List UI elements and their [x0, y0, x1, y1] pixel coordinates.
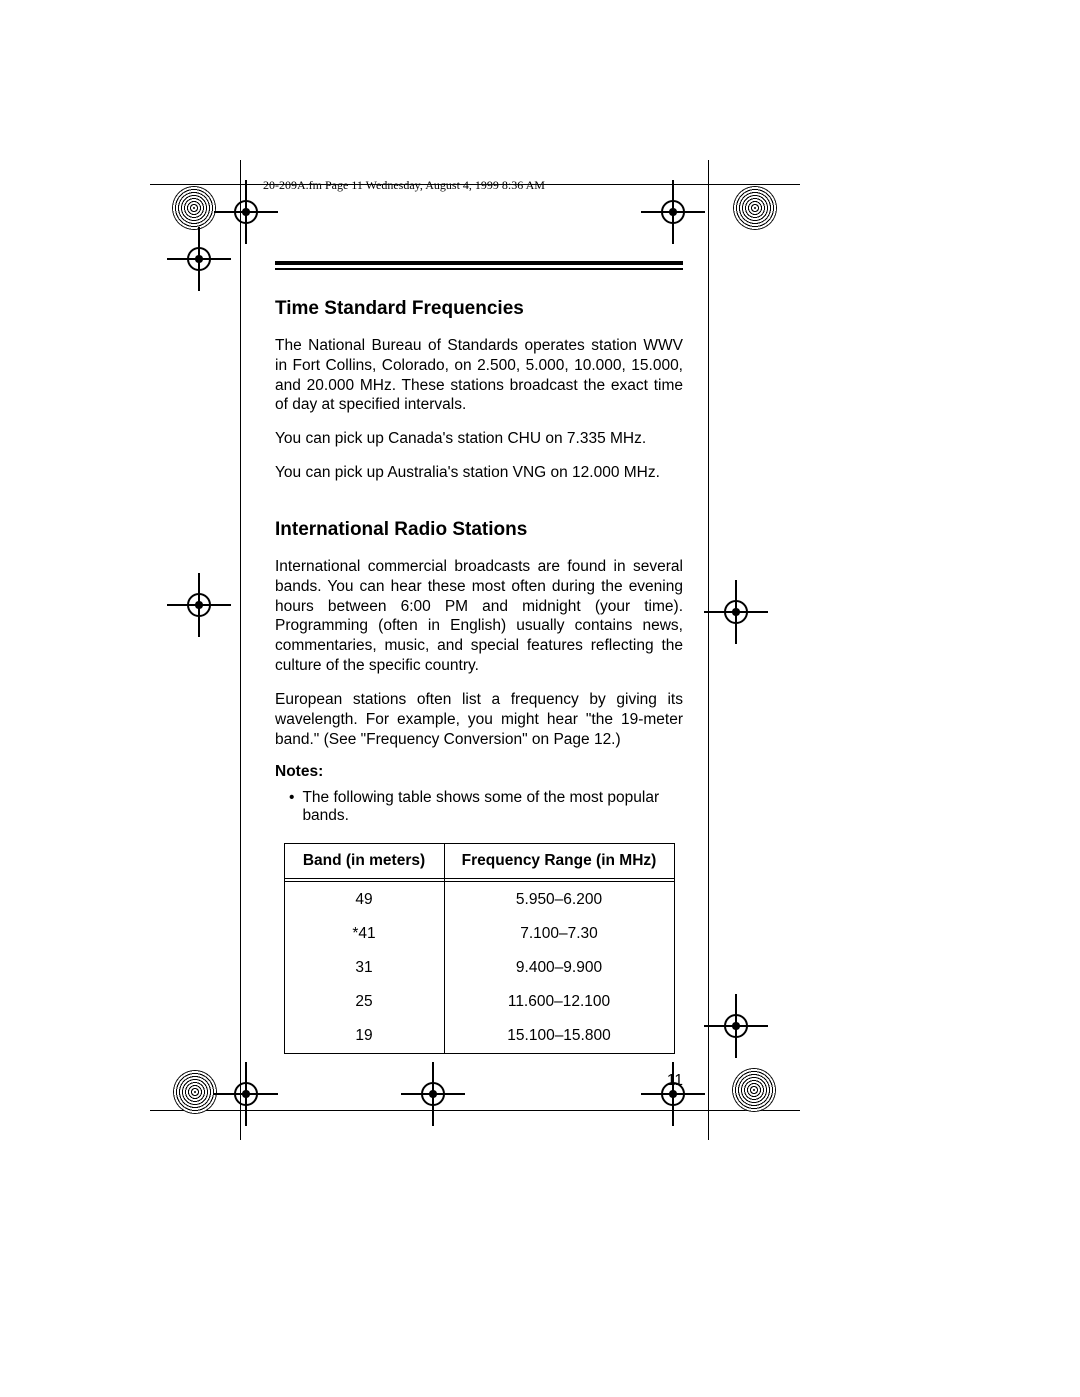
table-cell: 9.400–9.900	[444, 951, 674, 985]
table-cell: 49	[284, 879, 444, 918]
table-cell: 25	[284, 985, 444, 1019]
table-row: 49 5.950–6.200	[284, 879, 674, 918]
registration-mark-icon	[181, 241, 217, 277]
notes-label: Notes:	[275, 763, 683, 781]
bullet-item: • The following table shows some of the …	[275, 789, 683, 825]
registration-mark-icon	[228, 1076, 264, 1112]
body-paragraph: You can pick up Australia's station VNG …	[275, 463, 683, 483]
table-header-freq: Frequency Range (in MHz)	[444, 844, 674, 879]
corner-mark-icon	[172, 186, 216, 230]
table-cell: 15.100–15.800	[444, 1019, 674, 1054]
header-rule	[275, 261, 683, 270]
table-header-row: Band (in meters) Frequency Range (in MHz…	[284, 844, 674, 879]
corner-mark-icon	[173, 1070, 217, 1114]
bullet-text: The following table shows some of the mo…	[302, 789, 683, 825]
table-cell: 5.950–6.200	[444, 879, 674, 918]
bullet-icon: •	[289, 789, 294, 825]
body-content: Time Standard Frequencies The National B…	[275, 298, 683, 1090]
table-row: 31 9.400–9.900	[284, 951, 674, 985]
table-cell: 19	[284, 1019, 444, 1054]
running-header: 20-209A.fm Page 11 Wednesday, August 4, …	[263, 178, 805, 193]
table-header-band: Band (in meters)	[284, 844, 444, 879]
body-paragraph: The National Bureau of Standards operate…	[275, 336, 683, 415]
section-heading-international: International Radio Stations	[275, 519, 683, 541]
page-content: 20-209A.fm Page 11 Wednesday, August 4, …	[275, 178, 805, 1090]
table-row: 19 15.100–15.800	[284, 1019, 674, 1054]
table-cell: 11.600–12.100	[444, 985, 674, 1019]
body-paragraph: European stations often list a frequency…	[275, 690, 683, 749]
table-cell: 31	[284, 951, 444, 985]
table-cell: *41	[284, 917, 444, 951]
registration-mark-icon	[181, 587, 217, 623]
page-number: 11	[275, 1072, 683, 1090]
frequency-table: Band (in meters) Frequency Range (in MHz…	[284, 843, 675, 1054]
section-heading-time: Time Standard Frequencies	[275, 298, 683, 320]
crop-line-left	[240, 160, 241, 1140]
table-cell: 7.100–7.30	[444, 917, 674, 951]
body-paragraph: International commercial broadcasts are …	[275, 557, 683, 676]
table-row: 25 11.600–12.100	[284, 985, 674, 1019]
registration-mark-icon	[228, 194, 264, 230]
table-row: *41 7.100–7.30	[284, 917, 674, 951]
body-paragraph: You can pick up Canada's station CHU on …	[275, 429, 683, 449]
